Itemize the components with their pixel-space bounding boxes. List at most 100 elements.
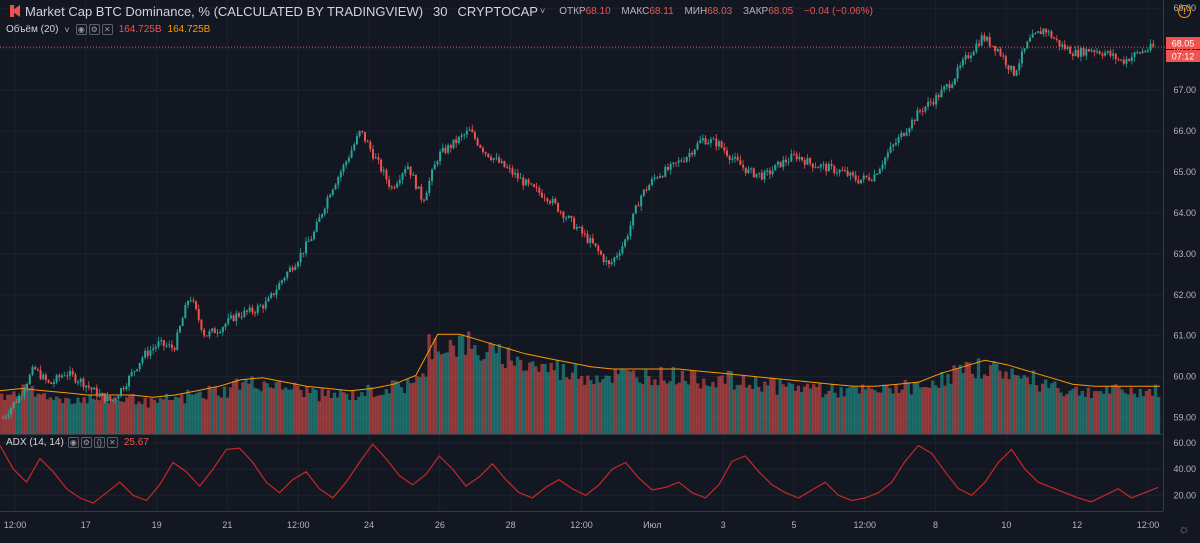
candle-body <box>650 178 653 185</box>
warning-icon[interactable]: ! <box>1178 5 1191 18</box>
candle-body <box>1015 70 1018 76</box>
candle-body <box>95 387 98 397</box>
price-tick-label: 67.00 <box>1173 85 1196 95</box>
candle-body <box>1133 52 1136 58</box>
candle-body <box>734 156 737 159</box>
adx-study-label[interactable]: ADX (14, 14) <box>6 437 64 448</box>
volume-study-label[interactable]: Объём (20) <box>6 24 59 35</box>
candle-body <box>221 327 224 333</box>
candle-body <box>825 164 828 172</box>
candle-body <box>385 170 388 180</box>
candle-body <box>1071 53 1074 57</box>
candle-body <box>666 166 669 170</box>
volume-bar <box>45 399 50 434</box>
volume-bar <box>1156 397 1161 434</box>
price-axis[interactable]: 59.00 60.00 61.00 62.00 63.00 64.00 65.00 66.00… <box>1173 3 1196 422</box>
candle-body <box>310 239 313 241</box>
candle-body <box>897 137 900 143</box>
volume-bar <box>995 363 999 434</box>
volume-bar <box>958 364 962 434</box>
volume-bar <box>48 397 53 434</box>
volume-bar <box>494 353 498 434</box>
close-icon[interactable]: ✕ <box>101 24 113 35</box>
candle-body <box>570 216 573 218</box>
volume-bar <box>1141 396 1146 434</box>
candle-body <box>358 130 361 137</box>
close-icon[interactable]: ✕ <box>106 437 118 448</box>
volume-bar <box>714 387 718 434</box>
volume-bar <box>30 385 34 434</box>
symbol-title[interactable]: Market Cap BTC Dominance, % (CALCULATED … <box>25 3 424 19</box>
price-tick-label: 64.00 <box>1173 208 1196 218</box>
volume-bar <box>1001 378 1005 434</box>
time-axis[interactable]: 12:00 17 19 21 12:00 24 26 28 12:00 Июл 3 5 12:00 8 10… <box>4 520 1160 530</box>
volume-bar <box>372 396 376 434</box>
volume-bar <box>158 398 163 434</box>
candle-body <box>916 110 919 122</box>
volume-bar <box>711 381 715 434</box>
chevron-down-icon[interactable]: ˅ <box>64 24 70 35</box>
candle-body <box>809 158 812 164</box>
candle-body <box>894 142 897 145</box>
volume-bar <box>1086 387 1091 434</box>
volume-bar <box>375 395 379 434</box>
candle-body <box>342 164 345 172</box>
candle-body <box>793 154 796 156</box>
eye-icon[interactable]: ◉ <box>75 24 87 35</box>
candle-body <box>704 138 707 145</box>
candle-body <box>833 165 836 174</box>
volume-bar <box>1092 391 1097 434</box>
volume-bar <box>732 389 736 434</box>
volume-bar <box>1126 394 1130 434</box>
candle-body <box>275 289 278 295</box>
candle-body <box>79 378 82 382</box>
volume-bar <box>1056 388 1060 434</box>
volume-bar <box>1010 368 1014 434</box>
volume-bar <box>1034 385 1039 434</box>
candle-body <box>503 161 506 168</box>
candle-body <box>232 315 235 322</box>
candle-body <box>404 169 407 174</box>
candle-body <box>945 84 948 87</box>
candle-body <box>47 380 50 383</box>
volume-bar <box>460 334 465 434</box>
volume-bar <box>427 334 431 434</box>
settings-icon[interactable]: ⚙ <box>88 24 100 35</box>
candle-body <box>452 139 455 148</box>
volume-bar <box>1153 384 1158 434</box>
eye-icon[interactable]: ◉ <box>67 437 79 448</box>
candle-body <box>398 179 401 184</box>
chevron-down-icon[interactable]: ˅ <box>539 6 546 16</box>
volume-bar <box>805 383 810 434</box>
candle-body <box>447 145 450 153</box>
volume-bar <box>18 396 22 434</box>
candle-body <box>2 417 4 419</box>
volume-bar <box>1102 393 1106 434</box>
volume-bar <box>143 397 147 434</box>
candle-body <box>267 297 270 302</box>
candle-body <box>621 246 624 254</box>
volume-bar <box>140 404 144 434</box>
braces-icon[interactable]: {} <box>93 437 105 448</box>
price-tick-label: 62.00 <box>1173 290 1196 300</box>
candle-body <box>313 231 316 240</box>
candle-body <box>211 328 214 332</box>
candle-body <box>1106 51 1109 53</box>
time-tick-label: 12:00 <box>570 520 593 530</box>
gear-icon[interactable]: ☼ <box>1178 521 1190 536</box>
volume-bar <box>686 384 691 434</box>
volume-bar <box>876 392 880 434</box>
adx-axis[interactable]: 20.00 40.00 60.00 <box>1173 438 1196 500</box>
candle-body <box>618 253 621 256</box>
volume-bar <box>91 399 95 434</box>
volume-bar <box>152 399 156 434</box>
candle-body <box>543 197 546 199</box>
volume-bar <box>580 376 584 434</box>
interval-label[interactable]: 30 <box>433 3 448 19</box>
exchange-label[interactable]: CRYPTOCAP <box>457 3 538 19</box>
settings-icon[interactable]: ⚙ <box>80 437 92 448</box>
volume-bar <box>302 396 306 434</box>
volume-bar <box>656 385 660 434</box>
candle-body <box>830 164 833 166</box>
